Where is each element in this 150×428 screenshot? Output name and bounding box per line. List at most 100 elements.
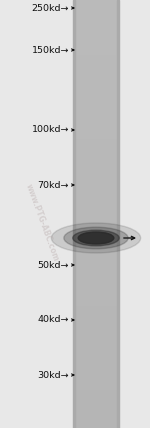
Bar xyxy=(75,240,117,241)
Bar xyxy=(75,154,117,155)
Bar xyxy=(75,341,117,342)
Bar xyxy=(75,86,117,87)
Bar xyxy=(75,160,117,161)
Bar xyxy=(75,231,117,232)
Bar xyxy=(75,78,117,80)
Bar xyxy=(75,260,117,261)
Bar xyxy=(75,21,117,23)
Bar xyxy=(75,401,117,402)
Bar xyxy=(117,0,119,428)
Bar xyxy=(75,372,117,374)
Bar xyxy=(75,151,117,153)
Bar xyxy=(75,274,117,275)
Bar xyxy=(75,235,117,237)
Bar xyxy=(75,262,117,264)
Bar xyxy=(75,365,117,367)
Bar xyxy=(75,63,117,64)
Bar xyxy=(75,117,117,119)
Bar xyxy=(75,90,117,91)
Bar xyxy=(75,408,117,410)
Bar xyxy=(75,367,117,368)
Bar xyxy=(75,103,117,104)
Bar xyxy=(75,205,117,207)
Bar xyxy=(75,355,117,357)
Bar xyxy=(75,399,117,401)
Bar xyxy=(75,382,117,384)
Bar xyxy=(75,14,117,16)
Text: 70kd→: 70kd→ xyxy=(38,181,69,190)
Bar xyxy=(75,190,117,191)
Bar xyxy=(75,147,117,149)
Bar xyxy=(75,358,117,360)
Bar xyxy=(75,168,117,170)
Bar xyxy=(75,287,117,288)
Text: 100kd→: 100kd→ xyxy=(32,125,69,134)
Bar xyxy=(75,46,117,47)
Bar xyxy=(75,357,117,358)
Bar xyxy=(75,416,117,418)
Bar xyxy=(75,101,117,103)
Bar xyxy=(75,251,117,253)
Bar xyxy=(75,20,117,21)
Bar xyxy=(75,331,117,333)
Bar xyxy=(75,345,117,347)
Bar xyxy=(75,257,117,258)
Bar xyxy=(75,278,117,279)
Bar xyxy=(75,270,117,271)
Bar xyxy=(75,125,117,127)
Bar xyxy=(75,95,117,97)
Bar xyxy=(75,218,117,220)
Bar xyxy=(75,172,117,174)
Bar xyxy=(75,97,117,98)
Bar xyxy=(75,98,117,100)
Bar xyxy=(75,388,117,389)
Bar xyxy=(75,281,117,282)
Bar xyxy=(75,12,117,13)
Bar xyxy=(75,311,117,312)
Text: 250kd→: 250kd→ xyxy=(32,3,69,12)
Bar xyxy=(75,198,117,200)
Bar xyxy=(75,30,117,31)
Bar xyxy=(75,227,117,228)
Bar xyxy=(75,57,117,59)
Bar xyxy=(75,127,117,128)
Bar xyxy=(75,421,117,422)
Bar xyxy=(75,87,117,89)
Text: 30kd→: 30kd→ xyxy=(37,371,69,380)
Bar xyxy=(75,56,117,57)
Bar xyxy=(75,339,117,341)
Bar xyxy=(75,350,117,351)
Bar xyxy=(75,241,117,243)
Bar xyxy=(75,301,117,303)
Bar xyxy=(75,194,117,196)
Bar xyxy=(75,138,117,140)
Bar xyxy=(75,297,117,298)
Bar xyxy=(75,378,117,380)
Bar xyxy=(75,201,117,202)
Bar xyxy=(75,290,117,291)
Bar xyxy=(75,415,117,416)
Bar xyxy=(75,261,117,262)
Bar xyxy=(75,10,117,12)
Bar xyxy=(75,211,117,213)
Bar xyxy=(75,29,117,30)
Bar xyxy=(75,320,117,321)
Bar xyxy=(75,107,117,108)
Bar xyxy=(75,312,117,314)
Bar xyxy=(75,215,117,217)
Bar xyxy=(75,68,117,70)
Bar xyxy=(75,232,117,234)
Bar xyxy=(75,37,117,39)
Bar xyxy=(75,317,117,318)
Bar xyxy=(75,411,117,412)
Bar xyxy=(75,230,117,231)
Bar xyxy=(75,267,117,268)
Bar xyxy=(75,223,117,224)
Ellipse shape xyxy=(64,227,128,249)
Bar xyxy=(75,155,117,157)
Bar xyxy=(75,202,117,204)
Bar xyxy=(75,180,117,181)
Bar xyxy=(75,213,117,214)
Bar xyxy=(75,298,117,300)
Bar xyxy=(75,248,117,250)
